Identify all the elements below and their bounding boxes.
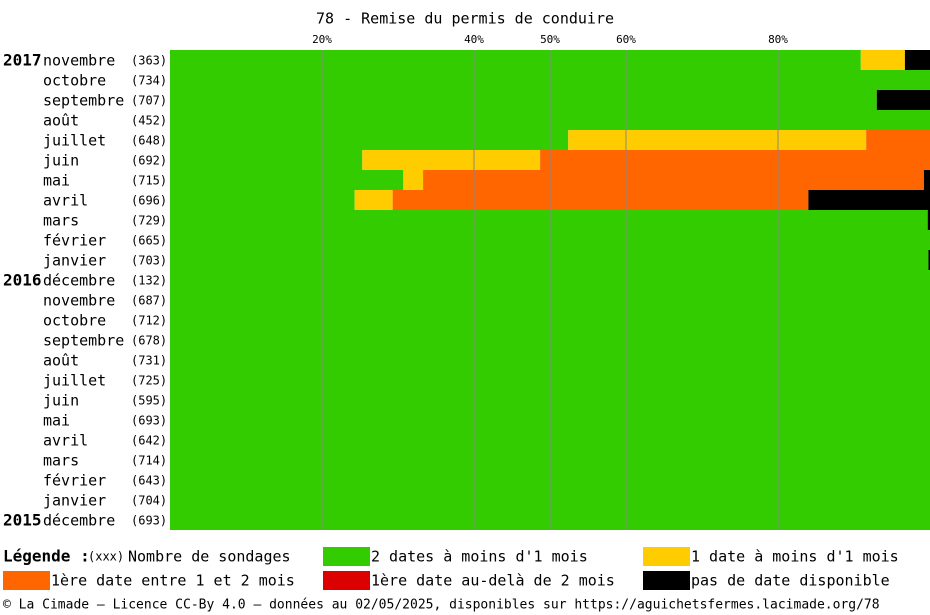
category-label: novembre bbox=[43, 52, 115, 70]
bar-segment bbox=[923, 170, 930, 190]
count-label: (703) bbox=[131, 254, 167, 268]
legend-label: 1 date à moins d'1 mois bbox=[691, 548, 899, 566]
bar-segment bbox=[170, 50, 861, 70]
bar-segment bbox=[362, 150, 541, 170]
category-label: janvier bbox=[43, 252, 106, 270]
chart-title: 78 - Remise du permis de conduire bbox=[316, 10, 614, 28]
count-label: (731) bbox=[131, 354, 167, 368]
year-label: 2015 bbox=[3, 511, 42, 530]
legend-swatch bbox=[323, 547, 370, 566]
x-tick-label: 60% bbox=[616, 33, 636, 46]
category-label: décembre bbox=[43, 272, 115, 290]
count-label: (715) bbox=[131, 174, 167, 188]
category-label: juin bbox=[43, 152, 79, 170]
category-label: mars bbox=[43, 452, 79, 470]
bar-segment bbox=[170, 170, 404, 190]
bar-segment bbox=[808, 190, 930, 210]
legend-label: 1ère date au-delà de 2 mois bbox=[371, 572, 615, 590]
count-label: (687) bbox=[131, 294, 167, 308]
count-label: (642) bbox=[131, 434, 167, 448]
category-label: juillet bbox=[43, 372, 106, 390]
count-label: (595) bbox=[131, 394, 167, 408]
category-label: mars bbox=[43, 212, 79, 230]
bar-segment bbox=[170, 150, 363, 170]
category-label: novembre bbox=[43, 292, 115, 310]
footer: © La Cimade — Licence CC-By 4.0 — donnée… bbox=[3, 598, 880, 613]
legend-swatch bbox=[323, 571, 370, 590]
category-label: octobre bbox=[43, 72, 106, 90]
count-label: (648) bbox=[131, 134, 167, 148]
category-label: octobre bbox=[43, 312, 106, 330]
x-tick-label: 40% bbox=[464, 33, 484, 46]
count-label: (734) bbox=[131, 74, 167, 88]
bar-segment bbox=[354, 190, 393, 210]
count-label: (712) bbox=[131, 314, 167, 328]
bar-segment bbox=[876, 90, 930, 110]
category-label: juin bbox=[43, 392, 79, 410]
x-tick-label: 50% bbox=[540, 33, 560, 46]
category-label: août bbox=[43, 112, 79, 130]
category-label: avril bbox=[43, 432, 88, 450]
legend-label: 2 dates à moins d'1 mois bbox=[371, 548, 588, 566]
bar-segment bbox=[568, 130, 867, 150]
count-label: (704) bbox=[131, 494, 167, 508]
legend-title: Légende : bbox=[3, 547, 90, 566]
bar-segment bbox=[170, 210, 928, 230]
year-label: 2016 bbox=[3, 271, 42, 290]
legend-swatch bbox=[643, 571, 690, 590]
legend-count-sample: (xxx) bbox=[88, 550, 124, 564]
x-tick-label: 80% bbox=[768, 33, 788, 46]
count-label: (714) bbox=[131, 454, 167, 468]
bar-segment bbox=[170, 90, 877, 110]
category-label: avril bbox=[43, 192, 88, 210]
legend-swatch bbox=[643, 547, 690, 566]
bar-segment bbox=[540, 150, 930, 170]
legend-count-text: Nombre de sondages bbox=[128, 548, 291, 566]
category-label: janvier bbox=[43, 492, 106, 510]
category-label: juillet bbox=[43, 132, 106, 150]
category-label: mai bbox=[43, 172, 70, 190]
category-label: septembre bbox=[43, 332, 124, 350]
bar-segment bbox=[170, 130, 569, 150]
count-label: (693) bbox=[131, 414, 167, 428]
category-label: février bbox=[43, 232, 106, 250]
category-label: décembre bbox=[43, 512, 115, 530]
category-label: août bbox=[43, 352, 79, 370]
bar-segment bbox=[904, 50, 930, 70]
legend-swatch bbox=[3, 571, 50, 590]
bar-segment bbox=[403, 170, 424, 190]
count-label: (132) bbox=[131, 274, 167, 288]
count-label: (725) bbox=[131, 374, 167, 388]
count-label: (678) bbox=[131, 334, 167, 348]
count-label: (707) bbox=[131, 94, 167, 108]
bar-segment bbox=[423, 170, 924, 190]
bar-segment bbox=[927, 210, 930, 230]
bar-segment bbox=[392, 190, 809, 210]
count-label: (696) bbox=[131, 194, 167, 208]
count-label: (693) bbox=[131, 514, 167, 528]
bar-segment bbox=[866, 130, 930, 150]
bar-segment bbox=[170, 250, 929, 270]
bar-segment bbox=[170, 190, 355, 210]
count-label: (692) bbox=[131, 154, 167, 168]
year-label: 2017 bbox=[3, 51, 42, 70]
count-label: (452) bbox=[131, 114, 167, 128]
legend-label: 1ère date entre 1 et 2 mois bbox=[51, 572, 295, 590]
count-label: (643) bbox=[131, 474, 167, 488]
bar-segment bbox=[860, 50, 905, 70]
category-label: mai bbox=[43, 412, 70, 430]
x-tick-label: 20% bbox=[312, 33, 332, 46]
legend-label: pas de date disponible bbox=[691, 572, 890, 590]
count-label: (665) bbox=[131, 234, 167, 248]
count-label: (363) bbox=[131, 54, 167, 68]
category-label: février bbox=[43, 472, 106, 490]
bar-segment bbox=[928, 250, 930, 270]
count-label: (729) bbox=[131, 214, 167, 228]
category-label: septembre bbox=[43, 92, 124, 110]
